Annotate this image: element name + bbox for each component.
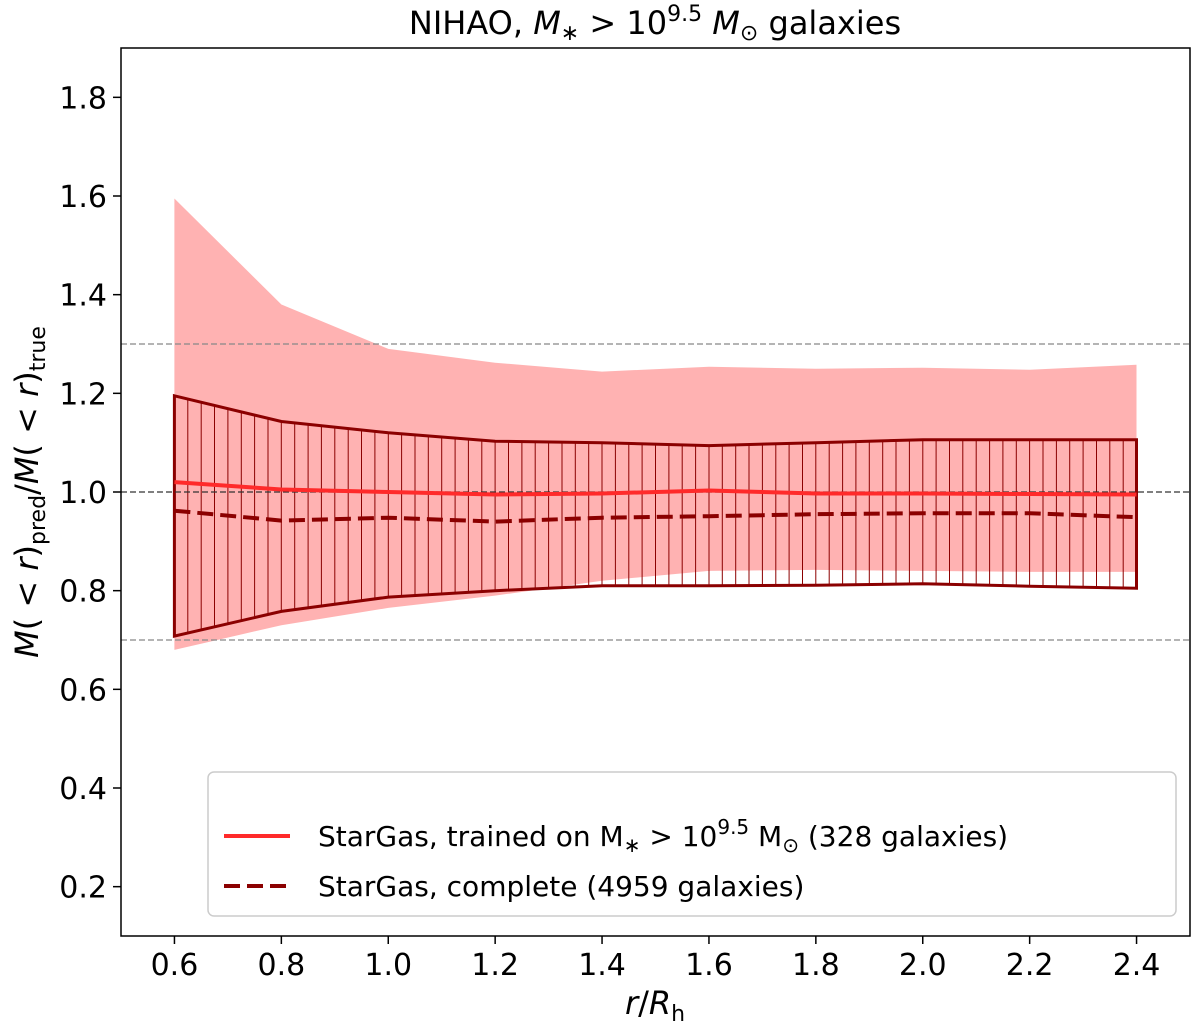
legend-label-trained: StarGas, trained on M∗ > 109.5 M⊙ (328 g… [318,815,1008,857]
chart-title: NIHAO, M∗ > 109.5 M⊙ galaxies [409,2,901,46]
y-tick-label: 1.4 [59,279,107,314]
y-tick-label: 0.4 [59,772,107,807]
band-complete-outline [172,393,1138,638]
x-tick-label: 2.2 [1006,948,1054,983]
y-tick-label: 0.8 [59,575,107,610]
y-tick-label: 0.6 [59,673,107,708]
y-axis-label: M( < r)pred/M( < r)true [8,326,51,658]
y-tick-label: 1.2 [59,377,107,412]
x-tick-label: 1.4 [578,948,626,983]
x-tick-label: 1.0 [364,948,412,983]
legend-frame [207,771,1177,917]
axes: 0.6 0.8 1.0 1.2 1.4 1.6 1.8 2.0 2.2 2.4 0.2 0.4 0.6 0… [59,47,1191,983]
x-tick-label: 1.8 [792,948,840,983]
legend: StarGas, trained on M∗ > 109.5 M⊙ (328 g… [207,771,1177,917]
y-tick-label: 1.8 [59,81,107,116]
hatch-complete [187,399,1124,633]
x-tick-label: 1.6 [685,948,733,983]
y-tick-label: 1.0 [59,476,107,511]
x-axis-label: r/Rh [625,984,685,1025]
x-tick-label: 0.8 [257,948,305,983]
line-trained [174,480,1137,497]
x-tick-label: 2.4 [1113,948,1161,983]
x-tick-label: 1.2 [471,948,519,983]
plot-area [121,198,1190,650]
y-tick-label: 0.2 [59,871,107,906]
legend-label-complete: StarGas, complete (4959 galaxies) [318,870,804,903]
y-tick-label: 1.6 [59,180,107,215]
x-tick-label: 2.0 [899,948,947,983]
x-tick-label: 0.6 [151,948,199,983]
